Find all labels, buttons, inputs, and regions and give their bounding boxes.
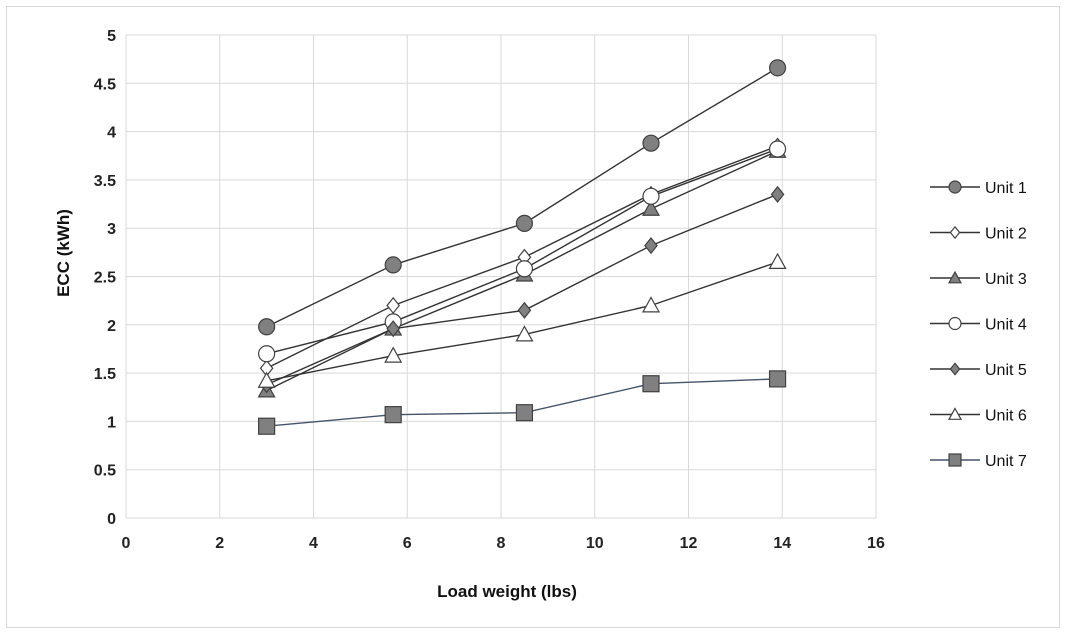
legend-marker — [947, 270, 963, 284]
series-unit-6-point — [384, 346, 403, 363]
series-unit-6-point — [641, 296, 661, 313]
line-chart: 0 0.5 1 1.5 2 2.5 3 3.5 4 4.5 5 0 2 4 6 8 10 12 14 16 Unit … — [54, 28, 1027, 601]
y-tick-label: 3.5 — [94, 173, 116, 190]
series-unit-1-point — [515, 214, 534, 232]
legend-item-unit-2: Unit 2 — [930, 226, 1027, 243]
y-tick-label: 0 — [107, 511, 116, 528]
series-unit-7-point — [384, 406, 402, 424]
x-tick-label: 8 — [497, 535, 506, 552]
legend-label: Unit 2 — [985, 226, 1027, 243]
series-unit-7-point — [768, 370, 787, 388]
x-axis-title: Load weight (lbs) — [437, 582, 577, 601]
series-layer — [257, 59, 787, 435]
series-unit-1-point — [642, 134, 660, 152]
y-tick-label: 4 — [107, 125, 116, 142]
x-tick-label: 12 — [680, 535, 698, 552]
series-unit-7-point — [642, 375, 660, 393]
legend-label: Unit 5 — [985, 362, 1027, 379]
series-unit-3-point — [641, 199, 661, 216]
series-unit-5-point — [386, 320, 401, 338]
x-tick-label: 14 — [773, 535, 791, 552]
series-unit-7-point — [515, 404, 534, 422]
series-unit-6-point — [768, 252, 787, 270]
axes: 0 0.5 1 1.5 2 2.5 3 3.5 4 4.5 5 0 2 4 6 8 10 12 14 16 — [94, 28, 885, 552]
x-tick-label: 4 — [309, 535, 318, 552]
legend-marker — [948, 316, 962, 331]
series-unit-6-point — [257, 371, 276, 388]
legend-label: Unit 6 — [985, 408, 1027, 425]
series-unit-4 — [258, 140, 787, 363]
legend-label: Unit 4 — [985, 317, 1027, 334]
gridlines — [125, 34, 877, 519]
legend-item-unit-1: Unit 1 — [930, 180, 1027, 197]
y-tick-label: 2.5 — [94, 270, 116, 287]
y-tick-label: 3 — [107, 221, 116, 238]
series-unit-5-point — [770, 185, 785, 203]
legend-label: Unit 3 — [985, 271, 1027, 288]
x-tick-label: 0 — [122, 535, 131, 552]
series-unit-5-point — [644, 237, 658, 255]
legend-item-unit-5: Unit 5 — [930, 362, 1027, 379]
y-tick-label: 0.5 — [94, 463, 116, 480]
legend-item-unit-7: Unit 7 — [930, 453, 1027, 470]
series-unit-6-point — [515, 325, 534, 342]
series-unit-1-point — [384, 256, 402, 274]
chart-frame: 0 0.5 1 1.5 2 2.5 3 3.5 4 4.5 5 0 2 4 6 8 10 12 14 16 Unit … — [6, 6, 1060, 628]
legend-marker — [949, 225, 961, 240]
legend-marker — [948, 180, 962, 194]
series-unit-1-point — [768, 59, 787, 77]
y-tick-label: 4.5 — [94, 76, 116, 93]
legend-item-unit-3: Unit 3 — [930, 270, 1027, 288]
x-tick-label: 16 — [867, 535, 885, 552]
legend-marker — [948, 453, 962, 467]
y-tick-label: 1 — [107, 414, 116, 431]
legend-marker — [949, 362, 961, 376]
series-unit-5-point — [517, 301, 532, 319]
y-axis-title: ECC (kWh) — [54, 209, 73, 297]
series-unit-7 — [258, 370, 787, 435]
y-tick-label: 2 — [107, 318, 116, 335]
series-unit-2-point — [386, 296, 401, 315]
series-unit-1 — [258, 59, 787, 336]
legend-label: Unit 1 — [985, 180, 1027, 197]
series-unit-4-point — [768, 140, 787, 158]
legend-item-unit-6: Unit 6 — [930, 407, 1027, 425]
y-tick-label: 5 — [107, 28, 116, 45]
series-unit-1-point — [258, 318, 276, 336]
x-tick-label: 2 — [215, 535, 224, 552]
legend-marker — [947, 407, 963, 420]
series-unit-7-point — [258, 417, 276, 435]
series-unit-6 — [257, 252, 787, 388]
legend-item-unit-4: Unit 4 — [930, 317, 1027, 334]
legend-label: Unit 7 — [985, 453, 1027, 470]
legend: Unit 1 Unit 2 Unit 3 Unit 4 Unit 5 Unit 6 Unit… — [930, 180, 1027, 470]
series-unit-4-point — [515, 260, 534, 278]
series-unit-4-point — [642, 187, 660, 205]
x-tick-label: 6 — [403, 535, 412, 552]
y-tick-label: 1.5 — [94, 366, 116, 383]
x-tick-label: 10 — [586, 535, 604, 552]
series-unit-4-point — [258, 345, 276, 363]
